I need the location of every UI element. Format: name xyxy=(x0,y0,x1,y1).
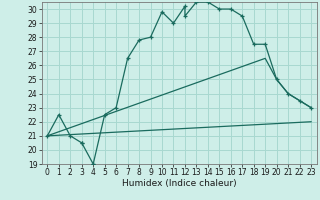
X-axis label: Humidex (Indice chaleur): Humidex (Indice chaleur) xyxy=(122,179,236,188)
